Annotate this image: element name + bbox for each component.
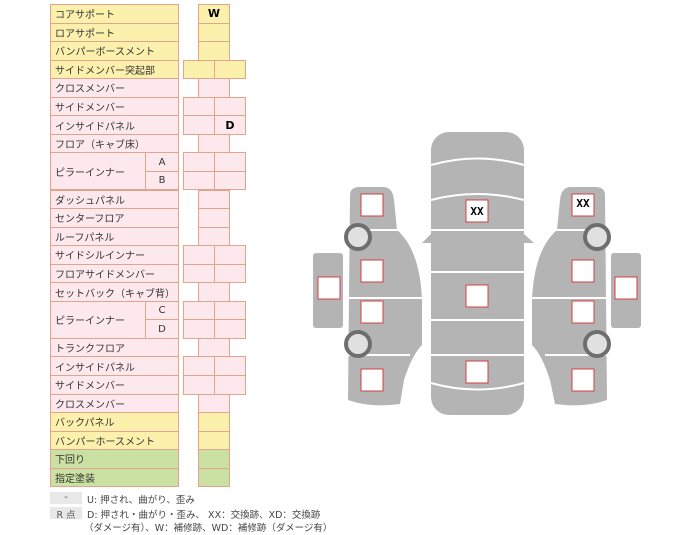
row-label: インサイドパネル [50, 356, 179, 376]
wheel-icon [583, 330, 611, 358]
damage-box-right[interactable] [571, 193, 595, 217]
grade-cell[interactable]: W [198, 4, 230, 24]
car-right-side [532, 187, 607, 406]
car-left-side [348, 187, 422, 406]
grade-cell[interactable] [214, 263, 246, 284]
damage-box-left[interactable] [317, 276, 341, 300]
damage-box-center[interactable] [465, 360, 489, 384]
grade-cell[interactable] [214, 375, 246, 395]
legend-key: - [50, 492, 82, 504]
damage-box-left[interactable] [360, 368, 384, 392]
damage-mark: XX [470, 205, 484, 218]
mirror-left [422, 234, 431, 243]
damage-box-right[interactable] [571, 368, 595, 392]
damage-box-left[interactable] [360, 300, 384, 324]
damage-box-center[interactable] [465, 199, 489, 223]
grade-cell[interactable] [198, 467, 230, 488]
row-label: ピラーインナー [50, 152, 146, 191]
damage-box-right[interactable] [614, 276, 638, 300]
mirror-right [524, 234, 534, 243]
damage-mark: XX [576, 197, 590, 210]
damage-box-right[interactable] [571, 259, 595, 283]
legend-key: R 点 [50, 507, 82, 521]
grade-cell[interactable] [214, 59, 246, 80]
row-sub-label: D [145, 319, 179, 339]
grade-cell[interactable] [214, 170, 246, 191]
damage-box-center[interactable] [465, 284, 489, 308]
wheel-icon [583, 223, 611, 251]
legend-text: U: 押され、曲がり、歪み [87, 495, 195, 506]
legend-text: （ダメージ有）、W：補修跡、WD：補修跡（ダメージ有） [84, 523, 333, 534]
legend-text: D: 押され・曲がり・歪み、 XX：交換跡、XD：交換跡 [87, 510, 321, 521]
damage-box-left[interactable] [360, 259, 384, 283]
car-top-body [431, 132, 524, 415]
wheel-icon [344, 330, 372, 358]
grade-cell[interactable] [214, 319, 246, 339]
row-label: 指定塗装 [50, 467, 179, 488]
damage-box-right[interactable] [571, 300, 595, 324]
damage-box-left[interactable] [360, 193, 384, 217]
wheel-icon [344, 223, 372, 251]
grade-cell[interactable]: D [214, 115, 246, 135]
